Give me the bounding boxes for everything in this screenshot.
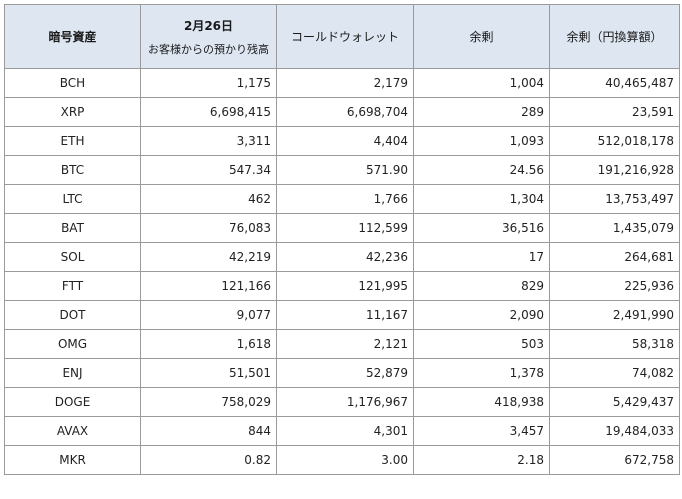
cell-surplus: 503 <box>413 329 550 359</box>
cell-cold-wallet: 11,167 <box>276 300 414 330</box>
cell-surplus: 36,516 <box>413 213 550 243</box>
cell-surplus: 17 <box>413 242 550 272</box>
cell-custody-balance: 51,501 <box>140 358 277 388</box>
cell-custody-balance: 462 <box>140 184 277 214</box>
cell-surplus: 1,378 <box>413 358 550 388</box>
header-asset: 暗号資産 <box>4 4 141 69</box>
cell-cold-wallet: 121,995 <box>276 271 414 301</box>
cell-custody-balance: 547.34 <box>140 155 277 185</box>
table-row: MKR 0.82 3.00 2.18 672,758 <box>4 445 680 475</box>
cell-cold-wallet: 2,179 <box>276 68 414 98</box>
table-row: BAT 76,083 112,599 36,516 1,435,079 <box>4 213 680 243</box>
table-row: FTT 121,166 121,995 829 225,936 <box>4 271 680 301</box>
cell-surplus-jpy: 19,484,033 <box>549 416 680 446</box>
table-row: LTC 462 1,766 1,304 13,753,497 <box>4 184 680 214</box>
cell-surplus-jpy: 225,936 <box>549 271 680 301</box>
cell-cold-wallet: 2,121 <box>276 329 414 359</box>
table-row: DOT 9,077 11,167 2,090 2,491,990 <box>4 300 680 330</box>
cell-surplus-jpy: 5,429,437 <box>549 387 680 417</box>
table-row: BCH 1,175 2,179 1,004 40,465,487 <box>4 68 680 98</box>
cell-asset: LTC <box>4 184 141 214</box>
header-surplus-jpy: 余剰（円換算額） <box>549 4 680 69</box>
cell-asset: AVAX <box>4 416 141 446</box>
cell-surplus: 1,304 <box>413 184 550 214</box>
cell-surplus: 3,457 <box>413 416 550 446</box>
cell-surplus-jpy: 23,591 <box>549 97 680 127</box>
cell-asset: ETH <box>4 126 141 156</box>
cell-cold-wallet: 571.90 <box>276 155 414 185</box>
cell-custody-balance: 758,029 <box>140 387 277 417</box>
cell-custody-balance: 844 <box>140 416 277 446</box>
header-row: 暗号資産 2月26日 お客様からの預かり残高 コールドウォレット 余剰 余剰（円… <box>4 4 680 69</box>
cell-custody-balance: 76,083 <box>140 213 277 243</box>
cell-asset: BCH <box>4 68 141 98</box>
cell-custody-balance: 42,219 <box>140 242 277 272</box>
cell-cold-wallet: 4,404 <box>276 126 414 156</box>
table-header: 暗号資産 2月26日 お客様からの預かり残高 コールドウォレット 余剰 余剰（円… <box>4 4 680 69</box>
cell-custody-balance: 1,175 <box>140 68 277 98</box>
cell-asset: XRP <box>4 97 141 127</box>
cell-custody-balance: 9,077 <box>140 300 277 330</box>
header-custody-balance: 2月26日 お客様からの預かり残高 <box>140 4 277 69</box>
cell-surplus: 1,093 <box>413 126 550 156</box>
cell-surplus: 289 <box>413 97 550 127</box>
table-row: ETH 3,311 4,404 1,093 512,018,178 <box>4 126 680 156</box>
cell-surplus-jpy: 512,018,178 <box>549 126 680 156</box>
cell-surplus-jpy: 1,435,079 <box>549 213 680 243</box>
cell-asset: DOGE <box>4 387 141 417</box>
table-row: DOGE 758,029 1,176,967 418,938 5,429,437 <box>4 387 680 417</box>
header-custody-label: お客様からの預かり残高 <box>148 42 269 56</box>
table-row: BTC 547.34 571.90 24.56 191,216,928 <box>4 155 680 185</box>
table-row: OMG 1,618 2,121 503 58,318 <box>4 329 680 359</box>
cell-surplus-jpy: 2,491,990 <box>549 300 680 330</box>
cell-asset: DOT <box>4 300 141 330</box>
cell-cold-wallet: 42,236 <box>276 242 414 272</box>
cell-asset: ENJ <box>4 358 141 388</box>
cell-asset: BTC <box>4 155 141 185</box>
cell-cold-wallet: 52,879 <box>276 358 414 388</box>
cell-custody-balance: 0.82 <box>140 445 277 475</box>
header-surplus: 余剰 <box>413 4 550 69</box>
cell-surplus: 24.56 <box>413 155 550 185</box>
table-row: XRP 6,698,415 6,698,704 289 23,591 <box>4 97 680 127</box>
cell-asset: OMG <box>4 329 141 359</box>
cell-cold-wallet: 4,301 <box>276 416 414 446</box>
cell-asset: BAT <box>4 213 141 243</box>
table-row: AVAX 844 4,301 3,457 19,484,033 <box>4 416 680 446</box>
header-cold-wallet: コールドウォレット <box>276 4 414 69</box>
cell-surplus-jpy: 13,753,497 <box>549 184 680 214</box>
cell-asset: FTT <box>4 271 141 301</box>
cell-surplus-jpy: 40,465,487 <box>549 68 680 98</box>
header-date: 2月26日 <box>183 18 234 33</box>
cell-cold-wallet: 112,599 <box>276 213 414 243</box>
cell-surplus-jpy: 191,216,928 <box>549 155 680 185</box>
cell-cold-wallet: 1,766 <box>276 184 414 214</box>
reserve-table: 暗号資産 2月26日 お客様からの預かり残高 コールドウォレット 余剰 余剰（円… <box>4 4 680 475</box>
cell-surplus-jpy: 58,318 <box>549 329 680 359</box>
cell-surplus: 2.18 <box>413 445 550 475</box>
cell-cold-wallet: 1,176,967 <box>276 387 414 417</box>
cell-surplus-jpy: 74,082 <box>549 358 680 388</box>
cell-surplus: 418,938 <box>413 387 550 417</box>
cell-custody-balance: 121,166 <box>140 271 277 301</box>
cell-surplus-jpy: 264,681 <box>549 242 680 272</box>
reserve-table-container: 暗号資産 2月26日 お客様からの預かり残高 コールドウォレット 余剰 余剰（円… <box>4 4 680 475</box>
cell-surplus: 829 <box>413 271 550 301</box>
table-body: BCH 1,175 2,179 1,004 40,465,487 XRP 6,698,415… <box>4 68 680 475</box>
cell-surplus: 2,090 <box>413 300 550 330</box>
cell-custody-balance: 3,311 <box>140 126 277 156</box>
cell-surplus-jpy: 672,758 <box>549 445 680 475</box>
cell-custody-balance: 1,618 <box>140 329 277 359</box>
table-row: SOL 42,219 42,236 17 264,681 <box>4 242 680 272</box>
cell-custody-balance: 6,698,415 <box>140 97 277 127</box>
cell-surplus: 1,004 <box>413 68 550 98</box>
cell-cold-wallet: 3.00 <box>276 445 414 475</box>
table-row: ENJ 51,501 52,879 1,378 74,082 <box>4 358 680 388</box>
cell-cold-wallet: 6,698,704 <box>276 97 414 127</box>
cell-asset: MKR <box>4 445 141 475</box>
cell-asset: SOL <box>4 242 141 272</box>
